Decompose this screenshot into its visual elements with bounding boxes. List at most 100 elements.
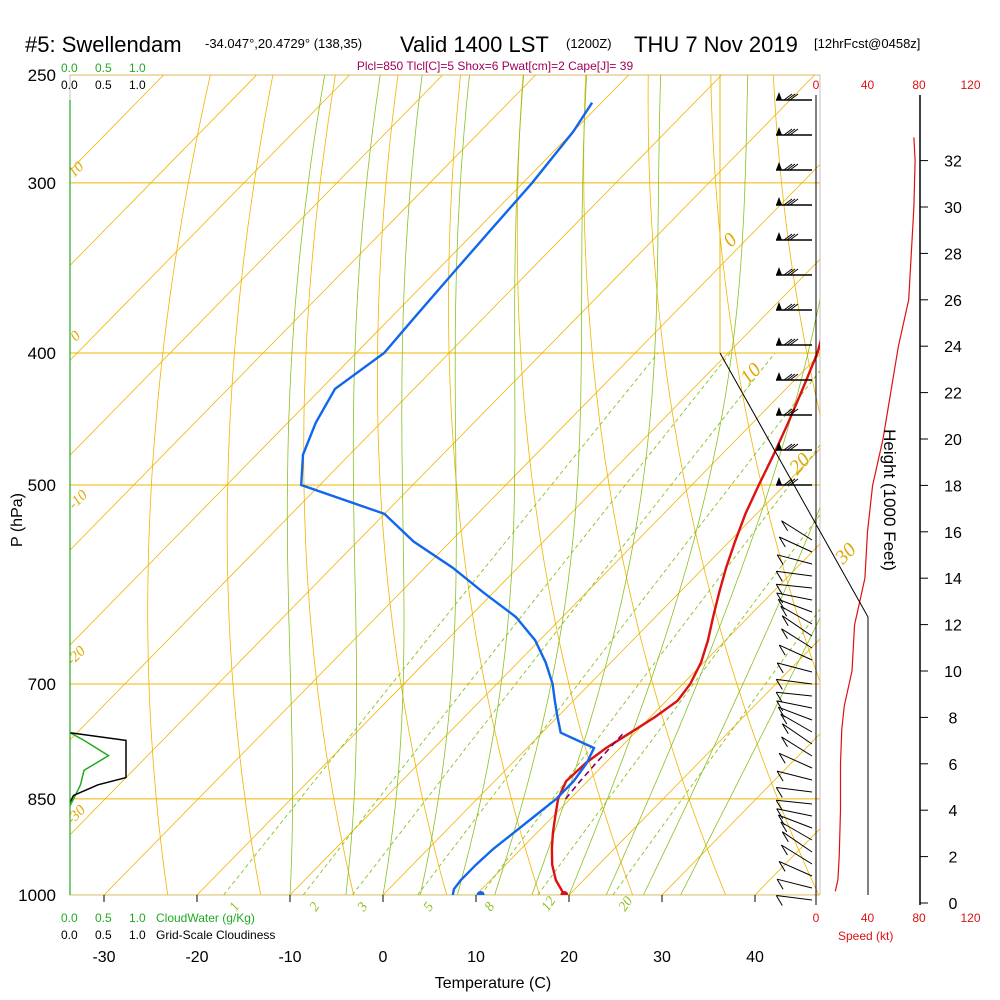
surface-temperature-dot (560, 891, 569, 895)
temperature-line (550, 339, 820, 895)
speed-bottom-tick-0: 0 (813, 911, 820, 925)
surface-dewpoint-dot (476, 891, 485, 895)
isotherm--100 (70, 75, 257, 266)
wind-barb (775, 691, 813, 703)
x-tick-3: 0 (379, 949, 388, 966)
moist-adiabat-32 (680, 617, 820, 895)
cloudiness-line (69, 731, 127, 803)
title-forecast: [12hrFcst@0458z] (814, 36, 920, 51)
isotherm--40 (70, 75, 815, 836)
x-tick-2: -10 (278, 949, 301, 966)
title-utc: (1200Z) (566, 36, 612, 51)
mixing-ratio-label-1: 2 (307, 900, 323, 914)
dry-adiabat-250 (147, 75, 211, 895)
wind-barb (776, 442, 812, 451)
profiles (299, 102, 820, 895)
speed-bottom-tick-1: 40 (861, 911, 875, 925)
moist-adiabat-20 (568, 75, 749, 895)
wind-barb (776, 302, 812, 311)
isotherm-label-8: 30 (830, 539, 860, 569)
dry-adiabat-300 (516, 75, 634, 895)
cloudwater-bottom-tick-2: 1.0 (129, 911, 146, 925)
moist-adiabat-16 (531, 75, 662, 895)
isotherm-30 (661, 733, 820, 895)
cloudiness-bottom-tick-1: 0.5 (95, 928, 112, 942)
moist-adiabat-0 (382, 75, 423, 895)
isotherm--80 (70, 75, 443, 456)
p-tick-400: 400 (28, 344, 56, 363)
wind-barb (776, 700, 813, 712)
height-tick-10: 10 (944, 664, 962, 681)
cloud-panel (69, 731, 127, 807)
cloudiness-top-tick-1: 0.5 (95, 78, 112, 92)
wind-barb (775, 678, 813, 690)
wind-barb (776, 232, 812, 241)
isotherm-label-2: -10 (66, 487, 92, 513)
title-coords: -34.047°,20.4729° (138,35) (205, 36, 362, 51)
wind-speed-label: Speed (kt) (838, 929, 893, 943)
wind-barbs (775, 92, 813, 906)
isotherm--60 (70, 75, 629, 646)
isotherm-label-3: -20 (64, 643, 90, 669)
height-tick-8: 8 (949, 710, 958, 727)
moist-adiabat-24 (605, 297, 820, 895)
wind-barb (776, 808, 813, 820)
wind-barb (776, 477, 812, 486)
height-tick-0: 0 (949, 896, 958, 913)
x-tick-0: -30 (92, 949, 115, 966)
wind-barb (780, 844, 813, 865)
mixing-ratio-line-3 (352, 352, 776, 895)
domain-boundary (719, 352, 869, 895)
speed-bottom-tick-2: 80 (912, 911, 926, 925)
title-date: THU 7 Nov 2019 (634, 32, 798, 57)
moist-adiabat-4 (419, 75, 470, 895)
moist-adiabat-28 (643, 506, 820, 895)
moist-adiabat--10 (286, 75, 326, 895)
wind-barb (776, 372, 812, 381)
cloudwater-top-tick-0: 0.0 (61, 61, 78, 75)
p-tick-1000: 1000 (18, 886, 56, 905)
p-tick-300: 300 (28, 174, 56, 193)
wind-barb (775, 787, 813, 798)
height-tick-2: 2 (949, 850, 958, 867)
isotherm-label-7: 20 (785, 449, 815, 479)
speed-top-tick-1: 40 (861, 78, 875, 92)
mixing-ratio-line-5 (417, 369, 820, 895)
mixing-ratio-line-8 (480, 444, 820, 895)
mixing-ratio-label-2: 3 (354, 900, 371, 915)
height-tick-22: 22 (944, 386, 962, 403)
cloudwater-line (69, 732, 110, 807)
cloudwater-label: CloudWater (g/Kg) (156, 911, 255, 925)
dry-adiabat-290 (448, 75, 541, 895)
wind-barb (781, 736, 813, 757)
isotherm--10 (289, 353, 820, 895)
isotherm-label-0: 10 (66, 159, 88, 181)
mixing-ratio-line-2 (302, 352, 731, 895)
wind-barb (776, 162, 812, 171)
parcel-line (564, 732, 625, 800)
height-tick-28: 28 (944, 246, 962, 263)
height-tick-24: 24 (944, 339, 962, 356)
wind-barb (780, 821, 813, 841)
cloudiness-bottom-tick-0: 0.0 (61, 928, 78, 942)
title-station: #5: Swellendam (25, 32, 182, 57)
dry-adiabat-330 (710, 75, 820, 683)
isotherm-10 (475, 543, 820, 895)
wind-barb (781, 520, 813, 541)
height-tick-26: 26 (944, 293, 962, 310)
isotherm--70 (70, 75, 536, 551)
wind-speed-line (834, 137, 916, 892)
wind-barb (775, 799, 813, 811)
wind-barb (776, 92, 812, 101)
moist-adiabat-12 (494, 75, 588, 895)
wind-barb (776, 407, 812, 416)
wind-barb (775, 583, 813, 595)
isotherm--20 (196, 258, 820, 895)
isotherm-label-4: -30 (64, 802, 90, 828)
dry-adiabat-260 (226, 75, 274, 895)
cloudiness-label: Grid-Scale Cloudiness (156, 928, 275, 942)
wind-barb (776, 554, 813, 566)
title-valid: Valid 1400 LST (400, 32, 549, 57)
isotherm--50 (70, 75, 722, 741)
